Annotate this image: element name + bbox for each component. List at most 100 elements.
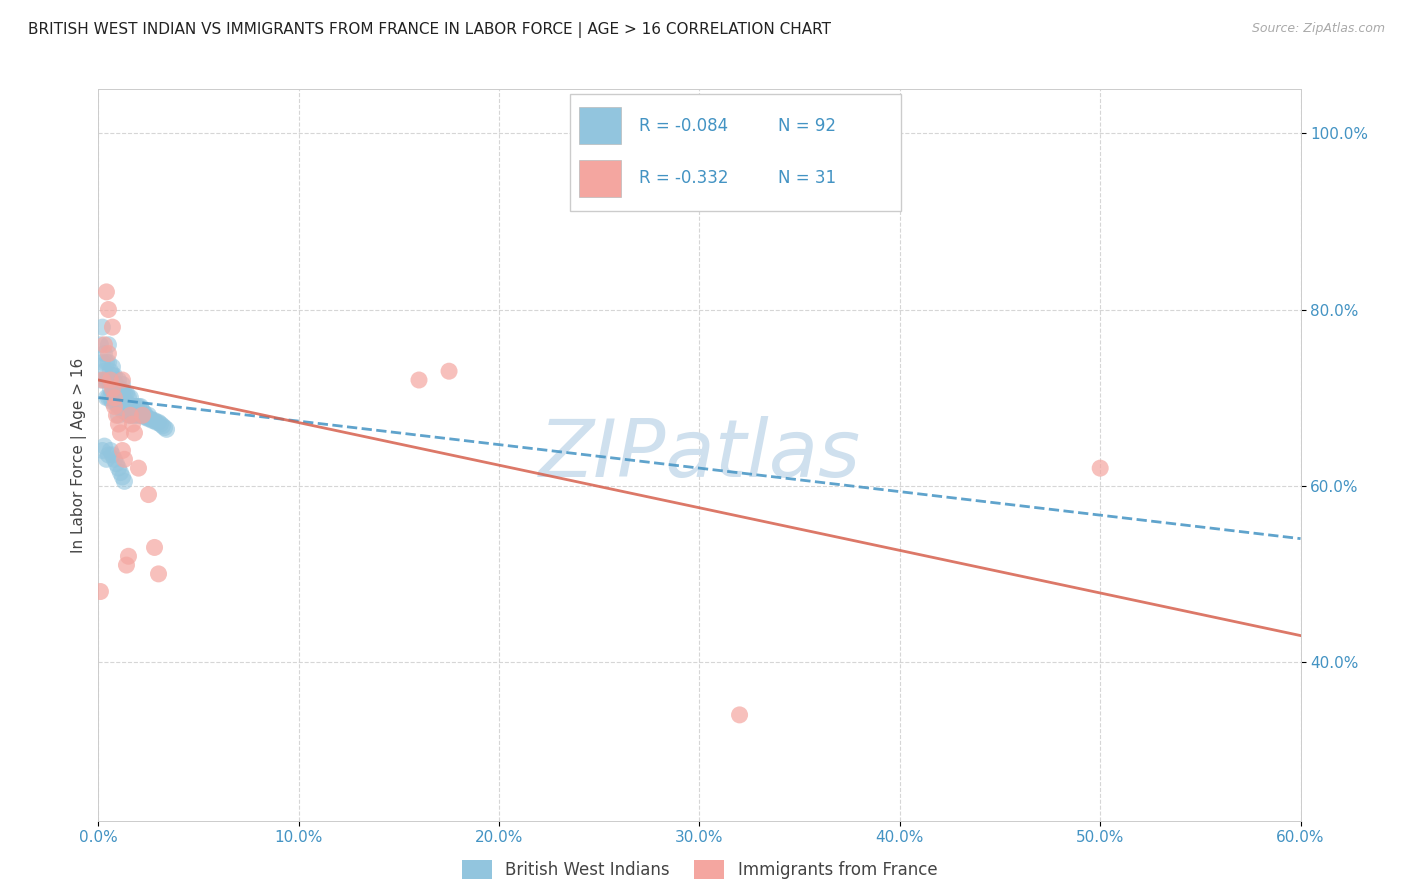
Point [114, 395, 136, 409]
Point [110, 425, 132, 440]
Point [91, 443, 114, 458]
Point [107, 373, 129, 387]
Point [110, 466, 132, 480]
Point [131, 409, 153, 423]
Point [115, 404, 138, 418]
Point [93, 373, 115, 387]
Point [96, 373, 118, 387]
Point [96, 391, 118, 405]
Point [111, 443, 134, 458]
Point [121, 400, 143, 414]
Point [93, 338, 115, 352]
Point [121, 417, 143, 431]
Point [100, 382, 122, 396]
Point [111, 373, 134, 387]
Point [103, 386, 125, 401]
Point [93, 439, 115, 453]
Point [93, 346, 115, 360]
Point [145, 415, 167, 429]
Point [129, 409, 152, 423]
Point [139, 411, 162, 425]
Point [96, 285, 118, 299]
Point [97, 355, 120, 369]
Point [101, 377, 124, 392]
Point [111, 404, 134, 418]
Point [155, 422, 177, 436]
Point [96, 452, 118, 467]
Text: BRITISH WEST INDIAN VS IMMIGRANTS FROM FRANCE IN LABOR FORCE | AGE > 16 CORRELAT: BRITISH WEST INDIAN VS IMMIGRANTS FROM F… [28, 22, 831, 38]
Point [100, 373, 122, 387]
Point [124, 409, 146, 423]
Point [153, 420, 176, 434]
Point [120, 409, 142, 423]
Point [103, 391, 125, 405]
Point [120, 400, 142, 414]
Point [91, 373, 114, 387]
Point [105, 457, 128, 471]
Point [107, 461, 129, 475]
Point [138, 411, 160, 425]
Point [97, 346, 120, 360]
Point [110, 400, 132, 414]
Point [101, 359, 124, 374]
Point [125, 409, 148, 423]
Point [111, 395, 134, 409]
Point [124, 400, 146, 414]
Point [111, 386, 134, 401]
Point [97, 448, 120, 462]
Point [91, 320, 114, 334]
Text: N = 31: N = 31 [778, 169, 835, 187]
Point [117, 549, 139, 564]
Point [129, 400, 152, 414]
Point [103, 400, 125, 414]
Point [103, 368, 125, 383]
Point [437, 364, 460, 378]
Point [91, 355, 114, 369]
Point [107, 400, 129, 414]
Point [115, 395, 138, 409]
FancyBboxPatch shape [569, 95, 901, 211]
Point [408, 373, 430, 387]
Point [131, 404, 153, 418]
Point [128, 400, 150, 414]
Point [115, 558, 138, 572]
Text: ZIPatlas: ZIPatlas [538, 416, 860, 494]
Point [89, 584, 111, 599]
Point [96, 355, 118, 369]
Text: N = 92: N = 92 [778, 117, 835, 135]
Point [103, 395, 125, 409]
Point [101, 382, 124, 396]
Point [107, 391, 129, 405]
Point [128, 461, 150, 475]
Point [97, 302, 120, 317]
Point [1088, 461, 1111, 475]
Point [97, 338, 120, 352]
Point [143, 541, 166, 555]
Point [121, 409, 143, 423]
Point [97, 373, 120, 387]
Point [111, 377, 134, 392]
Point [100, 391, 122, 405]
Point [105, 395, 128, 409]
Point [111, 470, 134, 484]
Point [114, 404, 136, 418]
Point [115, 386, 138, 401]
Point [105, 409, 128, 423]
Point [89, 338, 111, 352]
Point [100, 443, 122, 458]
Y-axis label: In Labor Force | Age > 16: In Labor Force | Age > 16 [72, 358, 87, 552]
Point [103, 377, 125, 392]
Point [124, 425, 146, 440]
Point [131, 409, 153, 423]
Point [117, 409, 139, 423]
Point [120, 391, 142, 405]
Point [110, 382, 132, 396]
Point [89, 373, 111, 387]
Point [120, 409, 142, 423]
Point [148, 415, 170, 429]
Point [141, 413, 163, 427]
Point [105, 377, 128, 392]
Point [143, 413, 166, 427]
Point [101, 386, 124, 401]
Point [114, 452, 136, 467]
